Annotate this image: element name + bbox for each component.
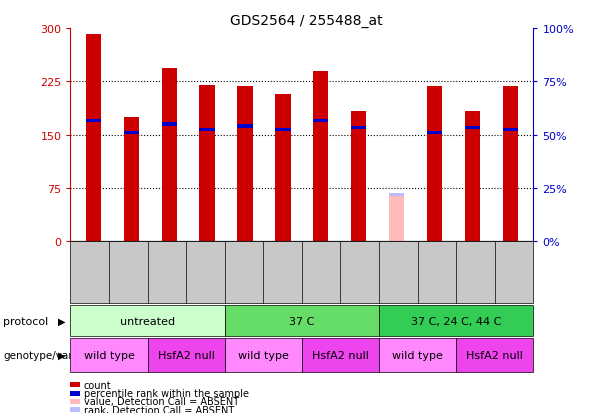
Bar xyxy=(427,87,442,242)
Bar xyxy=(465,112,480,242)
Bar xyxy=(389,193,405,242)
Text: HsfA2 null: HsfA2 null xyxy=(158,350,215,360)
Bar xyxy=(389,193,405,197)
Text: protocol: protocol xyxy=(3,316,48,326)
Bar xyxy=(313,119,329,123)
Bar xyxy=(275,128,291,132)
Bar xyxy=(313,71,329,242)
Text: HsfA2 null: HsfA2 null xyxy=(312,350,369,360)
Text: wild type: wild type xyxy=(238,350,289,360)
Bar xyxy=(503,87,518,242)
Text: 37 C: 37 C xyxy=(289,316,314,326)
Bar xyxy=(351,112,367,242)
Bar xyxy=(162,123,177,126)
Text: wild type: wild type xyxy=(83,350,134,360)
Text: wild type: wild type xyxy=(392,350,443,360)
Text: HsfA2 null: HsfA2 null xyxy=(466,350,523,360)
Text: GDS2564 / 255488_at: GDS2564 / 255488_at xyxy=(230,14,383,28)
Bar xyxy=(124,131,139,135)
Bar xyxy=(86,119,101,123)
Bar xyxy=(199,128,215,132)
Bar xyxy=(162,69,177,242)
Bar xyxy=(503,128,518,132)
Text: value, Detection Call = ABSENT: value, Detection Call = ABSENT xyxy=(84,396,239,406)
Text: genotype/variation: genotype/variation xyxy=(3,350,102,360)
Bar xyxy=(427,131,442,135)
Bar xyxy=(237,87,253,242)
Text: count: count xyxy=(84,380,112,390)
Text: percentile rank within the sample: percentile rank within the sample xyxy=(84,388,249,398)
Text: 37 C, 24 C, 44 C: 37 C, 24 C, 44 C xyxy=(411,316,501,326)
Bar xyxy=(199,85,215,242)
Bar xyxy=(237,125,253,128)
Bar xyxy=(465,126,480,130)
Text: ▶: ▶ xyxy=(58,350,65,360)
Bar xyxy=(351,126,367,130)
Text: rank, Detection Call = ABSENT: rank, Detection Call = ABSENT xyxy=(84,405,234,413)
Bar xyxy=(275,95,291,242)
Text: ▶: ▶ xyxy=(58,316,65,326)
Bar xyxy=(86,35,101,242)
Bar xyxy=(124,118,139,242)
Text: untreated: untreated xyxy=(120,316,175,326)
